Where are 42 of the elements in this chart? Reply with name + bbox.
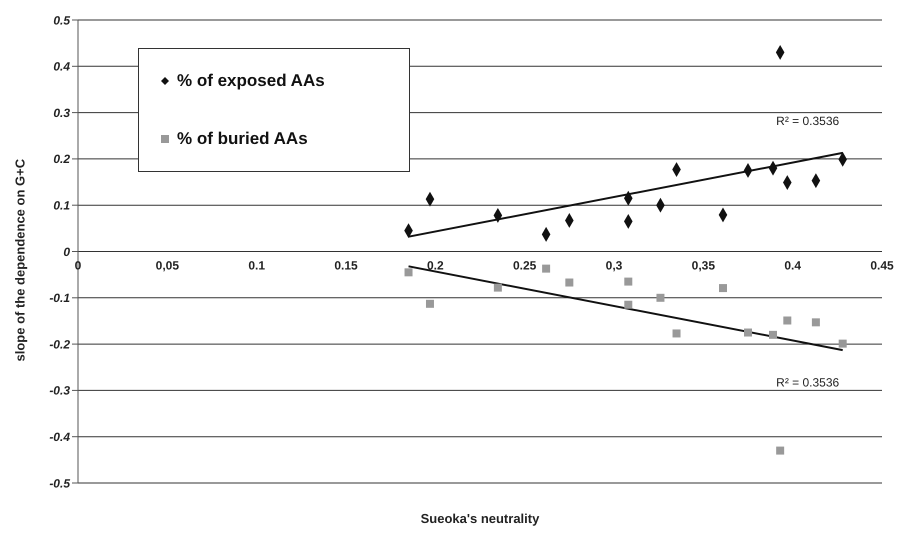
y-tick-label: -0.5	[49, 476, 70, 490]
point	[494, 284, 502, 292]
y-tick-label: -0.1	[49, 291, 70, 306]
point	[565, 278, 574, 287]
y-axis-title: slope of the dependence on G+C	[12, 158, 28, 362]
x-tick-label: 0,05	[156, 258, 180, 272]
x-tick-label: 0.15	[334, 258, 358, 272]
point	[769, 330, 778, 339]
legend-label: % of buried AAs	[177, 129, 308, 149]
annotation: R² = 0.3536	[776, 114, 840, 128]
point	[783, 316, 792, 324]
point	[542, 264, 550, 273]
point	[426, 300, 434, 308]
x-tick-label: 0.1	[248, 258, 266, 272]
point	[812, 318, 820, 326]
y-tick-label: 0.2	[53, 152, 70, 166]
x-tick-label: 0,35	[692, 258, 716, 272]
y-tick-label: -0.3	[49, 384, 70, 398]
y-tick-label: 0	[63, 244, 70, 259]
x-tick-label: 0.2	[426, 258, 444, 272]
point	[672, 329, 681, 338]
point	[718, 284, 727, 292]
x-tick-label: 0.25	[512, 258, 537, 272]
point	[624, 278, 632, 286]
point	[404, 268, 413, 276]
x-tick-label: 0.45	[870, 258, 894, 272]
y-tick-label: 0.1	[53, 198, 70, 212]
point	[776, 446, 784, 455]
point	[624, 300, 632, 309]
x-tick-label: 0.4	[784, 258, 802, 272]
y-tick-label: 0.5	[53, 13, 70, 28]
y-tick-label: -0.2	[49, 337, 70, 352]
x-tick-label: 0,3	[606, 258, 623, 272]
x-axis-title: Sueoka's neutrality	[420, 511, 540, 526]
y-tick-label: -0.4	[49, 430, 70, 444]
y-tick-label: 0.4	[53, 60, 70, 74]
point	[744, 328, 752, 337]
legend-label: % of exposed AAs	[177, 71, 325, 91]
y-tick-label: 0.3	[53, 106, 70, 120]
point	[656, 294, 664, 302]
point	[838, 340, 847, 348]
annotation: R² = 0.3536	[776, 376, 840, 390]
